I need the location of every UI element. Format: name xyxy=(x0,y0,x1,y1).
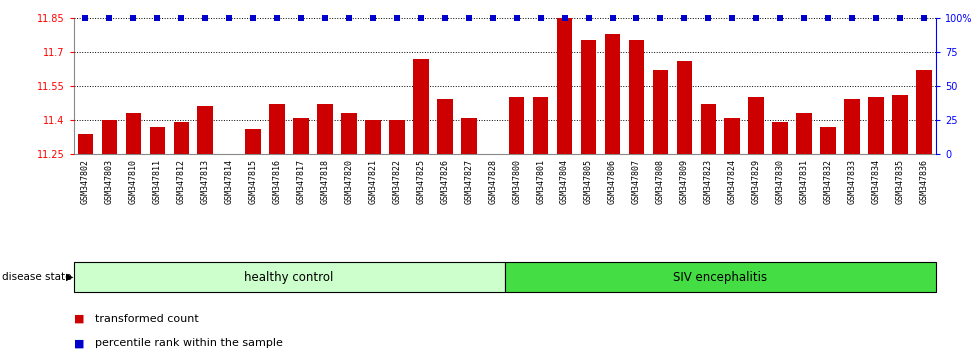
Text: GSM347807: GSM347807 xyxy=(632,159,641,204)
Bar xyxy=(676,61,692,154)
Bar xyxy=(77,133,93,154)
Bar xyxy=(413,58,428,154)
Bar xyxy=(605,34,620,154)
Bar xyxy=(772,122,788,154)
Text: GSM347815: GSM347815 xyxy=(249,159,258,204)
Bar xyxy=(197,106,213,154)
Bar xyxy=(125,113,141,154)
Text: healthy control: healthy control xyxy=(244,270,334,284)
Text: SIV encephalitis: SIV encephalitis xyxy=(673,270,767,284)
Text: GSM347822: GSM347822 xyxy=(392,159,402,204)
Bar xyxy=(366,120,380,154)
Text: ■: ■ xyxy=(74,338,84,348)
Bar xyxy=(628,40,644,154)
Text: GSM347817: GSM347817 xyxy=(297,159,306,204)
Bar xyxy=(749,97,764,154)
Bar xyxy=(533,97,549,154)
Text: GSM347829: GSM347829 xyxy=(752,159,760,204)
Text: GSM347800: GSM347800 xyxy=(513,159,521,204)
Bar xyxy=(557,17,572,154)
Text: GSM347835: GSM347835 xyxy=(896,159,905,204)
Text: GSM347804: GSM347804 xyxy=(561,159,569,204)
Text: GSM347820: GSM347820 xyxy=(345,159,354,204)
Bar xyxy=(820,127,836,154)
Bar xyxy=(461,118,476,154)
Bar xyxy=(797,113,811,154)
Text: GSM347827: GSM347827 xyxy=(465,159,473,204)
Bar xyxy=(102,120,118,154)
Bar xyxy=(341,113,357,154)
Bar xyxy=(173,122,189,154)
Bar xyxy=(245,129,261,154)
Text: GSM347818: GSM347818 xyxy=(320,159,329,204)
Bar xyxy=(150,127,165,154)
Bar xyxy=(318,104,333,154)
Bar xyxy=(505,262,936,292)
Text: GSM347806: GSM347806 xyxy=(608,159,617,204)
Bar xyxy=(844,99,859,154)
Text: GSM347802: GSM347802 xyxy=(81,159,90,204)
Text: GSM347809: GSM347809 xyxy=(680,159,689,204)
Text: ■: ■ xyxy=(74,314,84,324)
Bar xyxy=(509,97,524,154)
Bar xyxy=(293,118,309,154)
Text: GSM347816: GSM347816 xyxy=(272,159,281,204)
Text: GSM347821: GSM347821 xyxy=(368,159,377,204)
Bar xyxy=(581,40,596,154)
Text: GSM347805: GSM347805 xyxy=(584,159,593,204)
Text: GSM347812: GSM347812 xyxy=(176,159,186,204)
Bar xyxy=(868,97,884,154)
Bar xyxy=(892,95,907,154)
Bar xyxy=(270,104,285,154)
Bar xyxy=(701,104,716,154)
Bar xyxy=(389,120,405,154)
Text: GSM347834: GSM347834 xyxy=(871,159,880,204)
Bar xyxy=(916,70,932,154)
Text: percentile rank within the sample: percentile rank within the sample xyxy=(95,338,283,348)
Text: GSM347810: GSM347810 xyxy=(129,159,138,204)
Text: disease state: disease state xyxy=(2,272,72,282)
Text: GSM347826: GSM347826 xyxy=(440,159,449,204)
Text: GSM347814: GSM347814 xyxy=(224,159,233,204)
Text: GSM347824: GSM347824 xyxy=(728,159,737,204)
Text: GSM347808: GSM347808 xyxy=(656,159,664,204)
Bar xyxy=(653,70,668,154)
Text: GSM347833: GSM347833 xyxy=(848,159,857,204)
Text: GSM347832: GSM347832 xyxy=(823,159,833,204)
Bar xyxy=(437,99,453,154)
Text: GSM347823: GSM347823 xyxy=(704,159,712,204)
Bar xyxy=(724,118,740,154)
Bar xyxy=(74,262,505,292)
Text: GSM347828: GSM347828 xyxy=(488,159,497,204)
Text: GSM347831: GSM347831 xyxy=(800,159,808,204)
Text: ▶: ▶ xyxy=(66,272,74,282)
Text: GSM347836: GSM347836 xyxy=(919,159,928,204)
Text: GSM347811: GSM347811 xyxy=(153,159,162,204)
Text: GSM347825: GSM347825 xyxy=(416,159,425,204)
Text: transformed count: transformed count xyxy=(95,314,199,324)
Text: GSM347801: GSM347801 xyxy=(536,159,545,204)
Text: GSM347803: GSM347803 xyxy=(105,159,114,204)
Text: GSM347830: GSM347830 xyxy=(776,159,785,204)
Text: GSM347813: GSM347813 xyxy=(201,159,210,204)
